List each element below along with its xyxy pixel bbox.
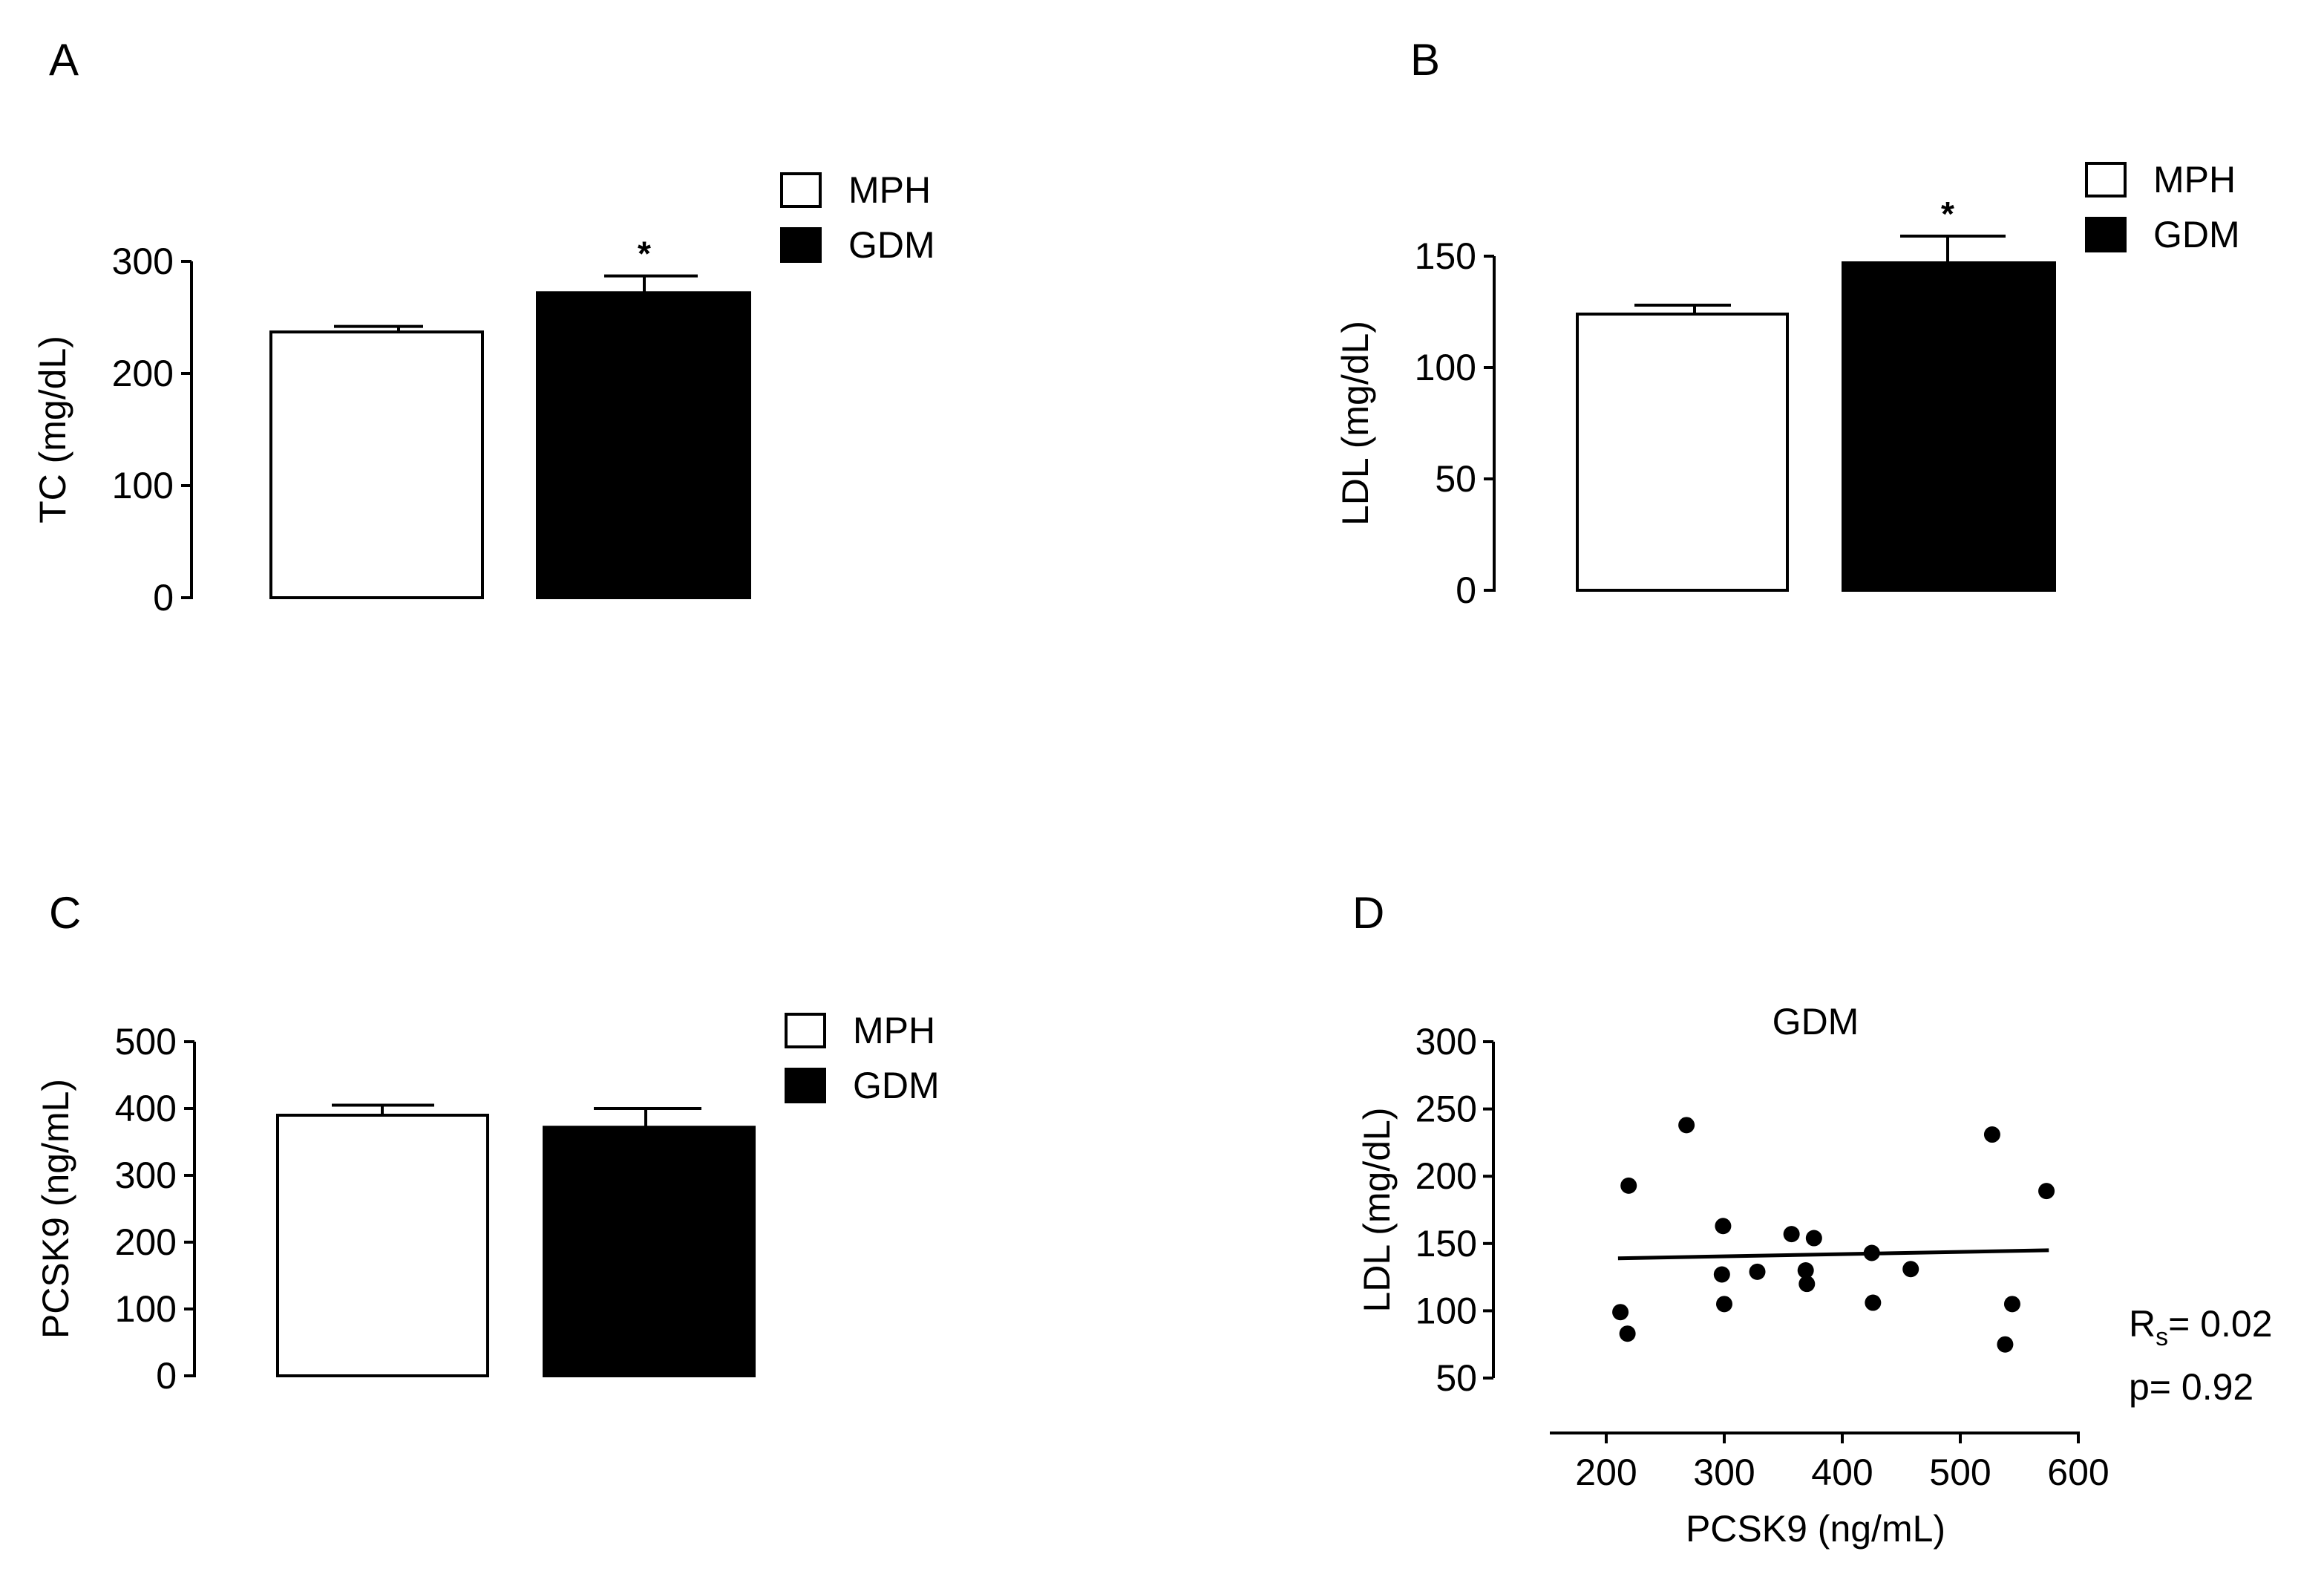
- bar-mph: [1576, 313, 1789, 592]
- y-tick-label: 100: [115, 1288, 177, 1330]
- legend-swatch-gdm: [785, 1068, 826, 1103]
- rs-statistic: Rs= 0.02: [2129, 1303, 2273, 1351]
- data-point: [1715, 1218, 1732, 1235]
- y-tick-label: 50: [1435, 458, 1476, 500]
- x-tick-label: 400: [1811, 1452, 1873, 1493]
- rs-value: = 0.02: [2168, 1303, 2272, 1345]
- y-tick-label: 0: [1456, 569, 1476, 611]
- data-point: [2038, 1183, 2055, 1200]
- legend-label-gdm: GDM: [853, 1065, 940, 1106]
- y-tick-label: 150: [1415, 1223, 1477, 1264]
- data-point: [1797, 1262, 1814, 1279]
- data-point: [1798, 1276, 1816, 1293]
- data-point: [1863, 1244, 1880, 1261]
- data-point: [2003, 1296, 2020, 1313]
- rs-label: R: [2129, 1303, 2156, 1345]
- y-tick-label: 300: [115, 1155, 177, 1196]
- data-point: [1678, 1117, 1695, 1134]
- legend-label-gdm: GDM: [848, 224, 935, 266]
- y-axis-title: LDL (mg/dL): [1335, 321, 1376, 526]
- plot-title: GDM: [1773, 1001, 1859, 1042]
- bar-mph: [269, 330, 484, 599]
- panel-label-b: B: [1410, 35, 1440, 85]
- bar-gdm: [1842, 261, 2056, 592]
- legend-label-mph: MPH: [853, 1010, 935, 1051]
- bar-mph: [276, 1114, 489, 1377]
- legend-label-gdm: GDM: [2153, 214, 2240, 255]
- x-tick-label: 500: [1929, 1452, 1991, 1493]
- regression-line: [1617, 1248, 2049, 1261]
- y-tick-label: 200: [1415, 1155, 1477, 1197]
- legend-swatch-gdm: [780, 227, 822, 263]
- bar-gdm: [536, 291, 751, 599]
- data-point: [1805, 1230, 1822, 1247]
- panel-c-bar-chart: 0 100 200 300 400 500 PCSK9 (ng/mL) MPH GDM: [35, 1010, 940, 1397]
- data-point: [1983, 1126, 2000, 1143]
- data-point: [1716, 1296, 1732, 1313]
- y-tick-label: 200: [115, 1221, 177, 1263]
- data-point: [1713, 1266, 1730, 1283]
- data-point: [1619, 1325, 1636, 1342]
- x-axis-title: PCSK9 (ng/mL): [1686, 1508, 1945, 1550]
- legend-swatch-mph: [2085, 162, 2127, 197]
- panel-label-d: D: [1352, 888, 1384, 938]
- panel-b-bar-chart: 0 50 100 150 LDL (mg/dL) * MPH GDM: [1335, 159, 2240, 611]
- data-point: [1783, 1226, 1800, 1243]
- significance-marker: *: [638, 235, 651, 273]
- y-tick-label: 0: [153, 577, 174, 618]
- data-point: [1865, 1294, 1882, 1311]
- panel-label-a: A: [49, 35, 79, 85]
- data-point: [1997, 1336, 2014, 1353]
- y-tick-label: 100: [1415, 347, 1476, 388]
- x-tick-label: 300: [1693, 1452, 1755, 1493]
- data-point: [1612, 1304, 1629, 1321]
- y-tick-label: 200: [112, 353, 174, 394]
- y-tick-label: 100: [1415, 1290, 1477, 1331]
- p-value: p= 0.92: [2129, 1366, 2253, 1408]
- y-axis-title: LDL (mg/dL): [1356, 1107, 1398, 1312]
- y-tick-label: 250: [1415, 1088, 1477, 1130]
- legend-swatch-mph: [780, 172, 822, 208]
- data-point: [1902, 1261, 1919, 1278]
- rs-subscript: s: [2156, 1323, 2168, 1351]
- data-point: [1620, 1177, 1637, 1194]
- bar-gdm: [543, 1126, 756, 1377]
- y-tick-label: 500: [115, 1021, 177, 1062]
- x-tick-label: 600: [2047, 1452, 2109, 1493]
- y-tick-label: 400: [115, 1088, 177, 1129]
- x-tick-label: 200: [1575, 1452, 1637, 1493]
- y-axis-title: TC (mg/dL): [32, 336, 73, 523]
- legend-label-mph: MPH: [848, 169, 931, 211]
- y-tick-label: 300: [112, 241, 174, 282]
- legend-label-mph: MPH: [2153, 159, 2236, 200]
- data-point: [1749, 1263, 1766, 1280]
- panel-d-scatter-plot: 50 100 150 200 250 300 LDL (mg/dL) 200 300 400 500…: [1356, 1001, 2273, 1550]
- y-tick-label: 300: [1415, 1021, 1477, 1062]
- y-tick-label: 0: [156, 1355, 177, 1397]
- legend-swatch-gdm: [2085, 217, 2127, 252]
- y-tick-label: 100: [112, 465, 174, 506]
- legend-swatch-mph: [785, 1013, 826, 1048]
- y-tick-label: 150: [1415, 235, 1476, 277]
- y-tick-label: 50: [1436, 1357, 1477, 1399]
- panel-a-bar-chart: 0 100 200 300 TC (mg/dL) * MPH GDM: [32, 169, 935, 618]
- y-axis-title: PCSK9 (ng/mL): [35, 1079, 76, 1339]
- panel-label-c: C: [49, 888, 81, 938]
- significance-marker: *: [1941, 195, 1954, 233]
